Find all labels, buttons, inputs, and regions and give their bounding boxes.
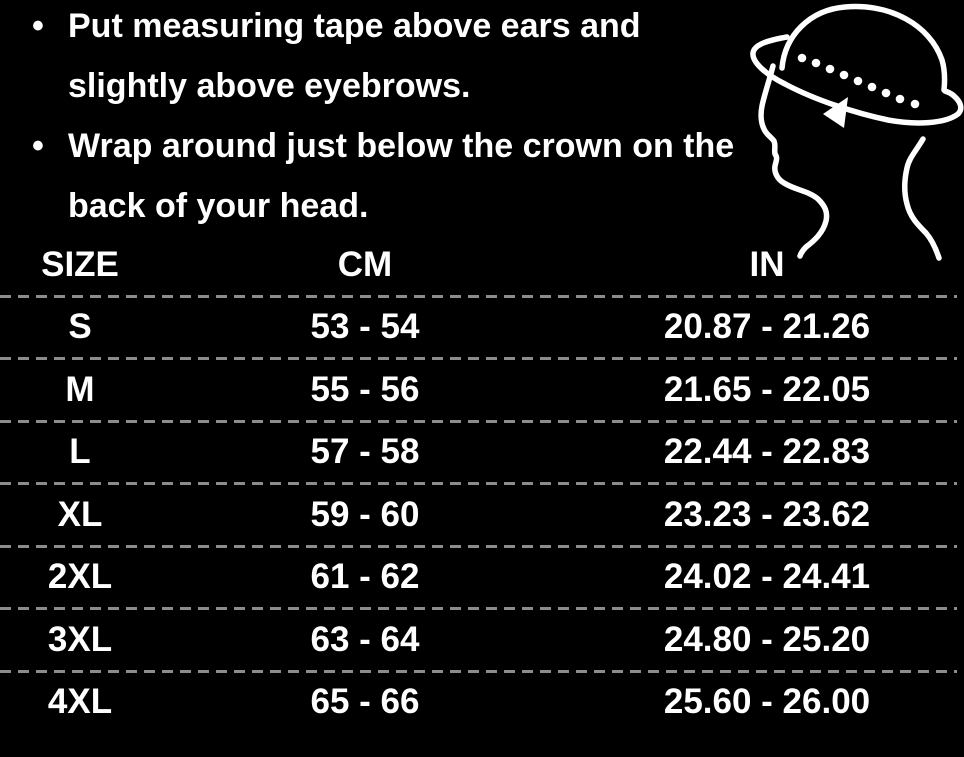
dashed-divider (0, 294, 957, 298)
cell-size: XL (57, 494, 103, 534)
instruction-text: Put measuring tape above ears and slight… (68, 7, 641, 105)
bullet-icon: • (32, 127, 44, 165)
dashed-divider (0, 482, 957, 485)
tape-dots-icon (797, 53, 920, 109)
cell-in: 23.23 - 23.62 (663, 494, 871, 534)
cell-size: L (69, 432, 91, 472)
bullet-icon: • (32, 7, 44, 45)
column-header-size: SIZE (41, 244, 119, 284)
skull-outline (779, 3, 948, 93)
neck-line (902, 136, 942, 261)
head-profile-icon (750, 3, 964, 261)
dashed-divider (0, 419, 957, 423)
head-measurement-diagram (730, 0, 964, 282)
measuring-instructions: • Put measuring tape above ears and slig… (26, 0, 766, 236)
dashed-divider (0, 357, 957, 360)
table-row: L 57 - 58 22.44 - 22.83 (0, 423, 964, 483)
tape-arrow-icon (823, 97, 848, 128)
column-header-in: IN (749, 244, 785, 284)
cell-size: M (65, 369, 95, 409)
cell-cm: 57 - 58 (310, 432, 420, 472)
cell-in: 22.44 - 22.83 (663, 432, 871, 472)
dashed-divider (0, 544, 957, 548)
instruction-item: • Wrap around just below the crown on th… (26, 116, 766, 236)
table-row: 4XL 65 - 66 25.60 - 26.00 (0, 673, 964, 733)
table-row: S 53 - 54 20.87 - 21.26 (0, 298, 964, 358)
cell-cm: 61 - 62 (310, 557, 420, 597)
cell-size: S (68, 307, 92, 347)
cell-cm: 55 - 56 (310, 369, 420, 409)
table-row: XL 59 - 60 23.23 - 23.62 (0, 485, 964, 545)
instruction-text: Wrap around just below the crown on the … (68, 127, 735, 225)
cell-cm: 59 - 60 (310, 494, 420, 534)
cell-in: 24.02 - 24.41 (663, 557, 871, 597)
cell-cm: 65 - 66 (310, 682, 420, 722)
cell-size: 2XL (47, 557, 113, 597)
size-chart-table: SIZE CM IN S 53 - 54 20.87 - 21.26 M 55 … (0, 235, 964, 732)
cell-in: 24.80 - 25.20 (663, 619, 871, 659)
face-profile-line (758, 63, 830, 259)
cell-size: 3XL (47, 619, 113, 659)
column-header-cm: CM (337, 244, 393, 284)
cell-in: 21.65 - 22.05 (663, 369, 871, 409)
table-row: 2XL 61 - 62 24.02 - 24.41 (0, 548, 964, 608)
instruction-item: • Put measuring tape above ears and slig… (26, 0, 766, 116)
table-header-row: SIZE CM IN (0, 235, 964, 295)
cell-in: 25.60 - 26.00 (663, 682, 871, 722)
dashed-divider (0, 669, 957, 673)
table-row: M 55 - 56 21.65 - 22.05 (0, 360, 964, 420)
table-row: 3XL 63 - 64 24.80 - 25.20 (0, 610, 964, 670)
cell-cm: 63 - 64 (310, 619, 420, 659)
measuring-tape-line (750, 34, 964, 126)
cell-in: 20.87 - 21.26 (663, 307, 871, 347)
cell-cm: 53 - 54 (310, 307, 420, 347)
dashed-divider (0, 607, 957, 610)
cell-size: 4XL (47, 682, 113, 722)
